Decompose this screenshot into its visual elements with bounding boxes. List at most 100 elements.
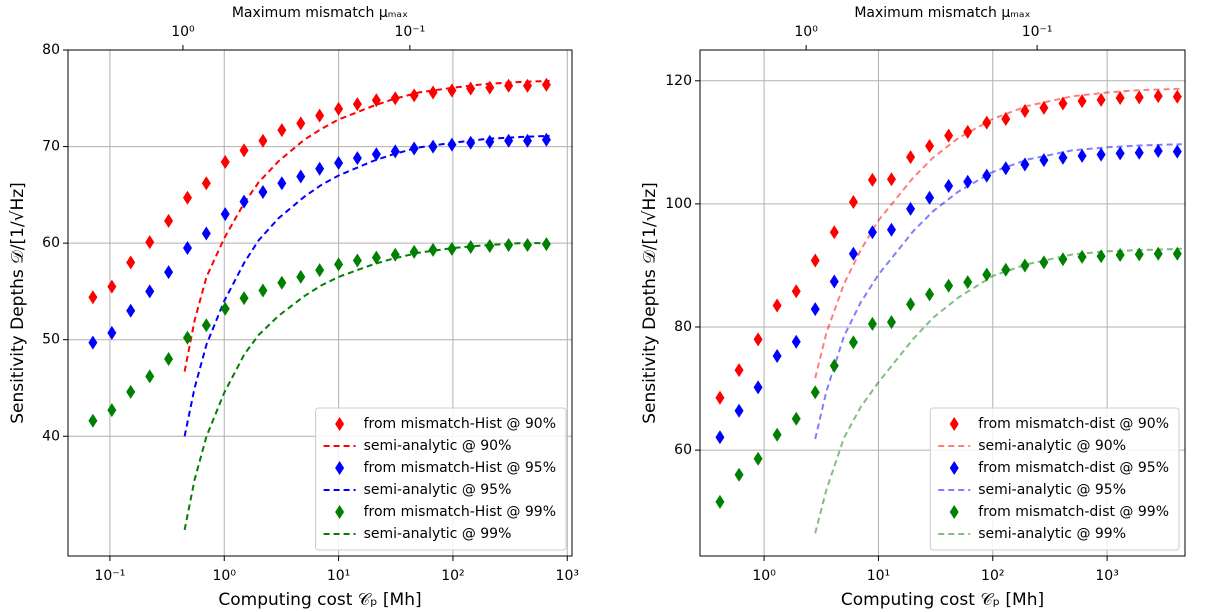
marker — [145, 284, 155, 299]
legend-label: semi-analytic @ 90% — [364, 438, 512, 454]
legend-label: from mismatch-Hist @ 95% — [364, 460, 556, 476]
marker — [810, 253, 820, 268]
marker — [220, 155, 230, 170]
marker — [258, 184, 268, 199]
marker — [963, 275, 973, 290]
x2-tick-label: 10⁰ — [794, 24, 818, 40]
marker — [126, 384, 136, 399]
marker — [1077, 148, 1087, 163]
marker — [541, 77, 551, 92]
legend-label: from mismatch-dist @ 90% — [978, 416, 1169, 432]
legend-label: from mismatch-Hist @ 99% — [364, 504, 556, 520]
marker — [428, 242, 438, 257]
legend-label: from mismatch-Hist @ 90% — [364, 416, 556, 432]
marker — [772, 298, 782, 313]
marker — [753, 332, 763, 347]
marker — [848, 246, 858, 261]
marker — [1096, 147, 1106, 162]
legend-label: semi-analytic @ 95% — [364, 482, 512, 498]
marker — [925, 139, 935, 154]
legend: from mismatch-Hist @ 90% semi-analytic @ … — [315, 407, 567, 551]
marker — [296, 269, 306, 284]
marker — [1115, 91, 1125, 106]
marker — [201, 226, 211, 241]
plot-frame — [699, 49, 1186, 557]
legend-marker — [335, 417, 345, 431]
marker — [258, 133, 268, 148]
marker — [963, 174, 973, 189]
x-tick-label: 10¹ — [327, 568, 350, 584]
legend: from mismatch-dist @ 90% semi-analytic @ … — [929, 407, 1180, 551]
marker — [88, 413, 98, 428]
legend-label: semi-analytic @ 90% — [978, 438, 1126, 454]
marker — [504, 133, 514, 148]
marker — [409, 88, 419, 103]
marker — [447, 83, 457, 98]
marker — [906, 201, 916, 216]
marker — [1020, 103, 1030, 118]
marker — [334, 101, 344, 116]
marker — [925, 190, 935, 205]
marker — [867, 225, 877, 240]
legend-label: from mismatch-dist @ 99% — [978, 504, 1169, 520]
marker — [886, 172, 896, 187]
y-tick-label: 120 — [665, 73, 692, 89]
marker — [1153, 143, 1163, 158]
x-tick-label: 10⁰ — [213, 568, 237, 584]
marker — [201, 176, 211, 191]
legend-marker — [949, 461, 959, 475]
curve — [814, 87, 1182, 379]
x-tick-label: 10³ — [556, 568, 579, 584]
marker — [1039, 255, 1049, 270]
y-tick-label: 50 — [42, 332, 60, 348]
marker — [428, 85, 438, 100]
legend-label: semi-analytic @ 99% — [364, 526, 512, 542]
legend-label: from mismatch-dist @ 95% — [978, 460, 1169, 476]
marker — [1134, 90, 1144, 105]
legend-marker — [335, 505, 345, 519]
marker — [1058, 96, 1068, 111]
y-tick-label: 100 — [665, 196, 692, 212]
marker — [772, 348, 782, 363]
legend-marker — [335, 461, 345, 475]
plot-frame — [67, 49, 573, 557]
marker — [182, 240, 192, 255]
x-tick-label: 10² — [981, 568, 1004, 584]
marker — [88, 290, 98, 305]
curve — [814, 247, 1182, 534]
marker — [848, 195, 858, 210]
marker — [982, 267, 992, 282]
x-axis-label: Computing cost 𝒞ₚ [Mh] — [218, 590, 421, 610]
marker — [296, 169, 306, 184]
marker — [829, 274, 839, 289]
marker — [239, 143, 249, 158]
marker — [982, 115, 992, 130]
x2-axis-label: Maximum mismatch μₘₐₓ — [854, 5, 1030, 21]
marker — [428, 139, 438, 154]
marker — [88, 335, 98, 350]
marker — [220, 301, 230, 316]
marker — [201, 318, 211, 333]
marker — [182, 190, 192, 205]
marker — [791, 334, 801, 349]
marker — [182, 330, 192, 345]
marker — [1172, 246, 1182, 261]
marker — [315, 161, 325, 176]
marker — [963, 124, 973, 139]
curve — [814, 143, 1182, 440]
marker — [886, 315, 896, 330]
marker — [925, 287, 935, 302]
marker — [164, 213, 174, 228]
marker — [810, 302, 820, 317]
y-axis-label: Sensitivity Depths 𝒟/[1/√Hz] — [640, 182, 660, 424]
marker — [145, 235, 155, 250]
marker — [944, 128, 954, 143]
legend-box — [315, 407, 567, 551]
marker — [734, 467, 744, 482]
marker — [1096, 249, 1106, 264]
y-tick-label: 60 — [42, 235, 60, 251]
marker — [1001, 161, 1011, 176]
legend-marker — [949, 505, 959, 519]
marker — [867, 316, 877, 331]
